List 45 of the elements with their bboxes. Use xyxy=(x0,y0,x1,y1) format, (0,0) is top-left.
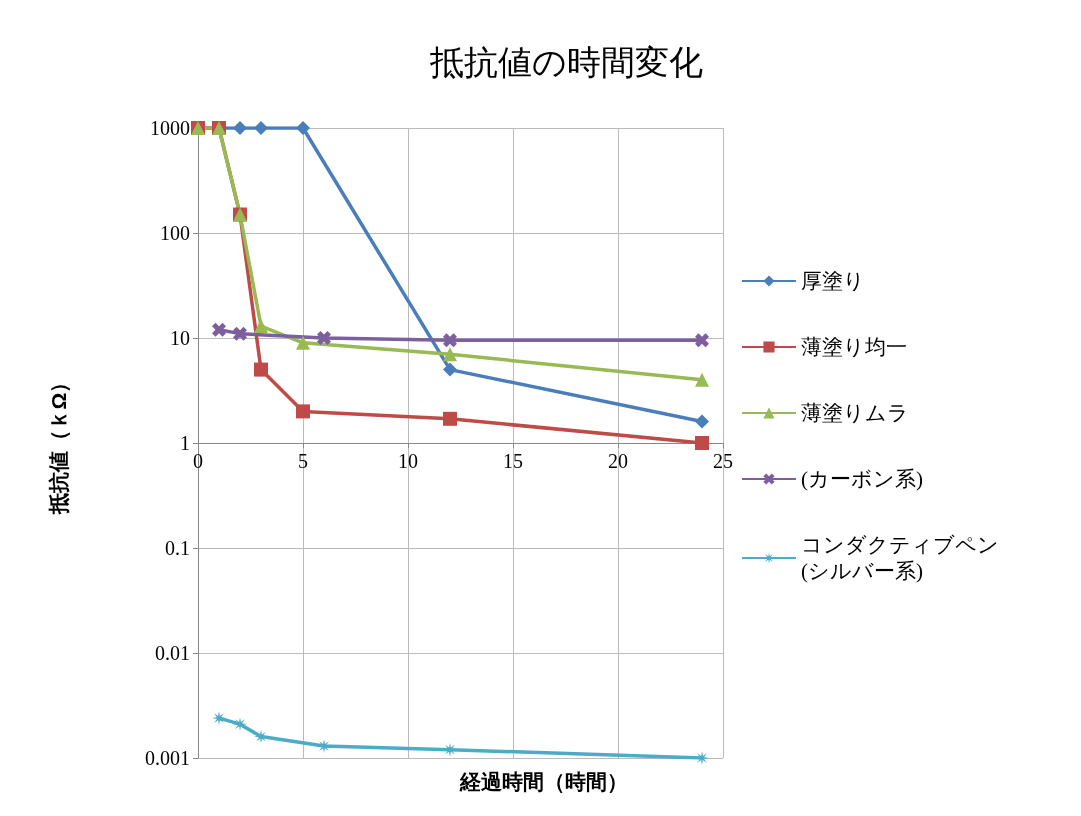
x-axis-title: 経過時間（時間） xyxy=(459,770,628,793)
point xyxy=(695,751,709,765)
point xyxy=(443,742,457,757)
point xyxy=(254,729,268,744)
point xyxy=(443,333,457,348)
point xyxy=(443,347,457,362)
point xyxy=(254,362,268,377)
y-tick-label: 1000 xyxy=(150,117,190,139)
point xyxy=(212,711,226,726)
y-tick-label: 0.001 xyxy=(145,747,190,769)
point xyxy=(254,121,268,135)
legend-label: (カーボン系) xyxy=(801,467,923,491)
x-tick-label: 0 xyxy=(193,450,203,472)
point xyxy=(233,121,247,135)
point xyxy=(443,411,457,426)
x-tick-label: 25 xyxy=(713,450,733,472)
point xyxy=(695,436,709,450)
y-tick-label: 0.1 xyxy=(165,537,190,559)
point xyxy=(212,322,226,337)
point xyxy=(233,326,247,341)
point xyxy=(296,404,310,419)
point xyxy=(296,335,310,350)
chart-title: 抵抗値の時間変化 xyxy=(428,43,703,81)
legend-label: コンダクティブペン (シルバー系) xyxy=(801,533,999,583)
point xyxy=(695,372,709,387)
y-axis-title: 抵抗値（ｋΩ） xyxy=(46,371,70,516)
point xyxy=(254,319,268,334)
point xyxy=(317,331,331,345)
x-tick-label: 15 xyxy=(503,450,523,472)
y-tick-label: 100 xyxy=(160,222,190,244)
x-tick-label: 5 xyxy=(298,450,308,472)
y-tick-label: 1 xyxy=(180,432,190,454)
point xyxy=(443,362,457,377)
x-tick-label: 10 xyxy=(398,450,418,472)
point xyxy=(296,121,310,135)
y-tick-label: 0.01 xyxy=(155,642,190,664)
legend-label: 薄塗り均一 xyxy=(801,335,907,359)
point xyxy=(233,717,247,732)
y-tick-label: 10 xyxy=(170,327,190,349)
point xyxy=(317,739,331,754)
point xyxy=(695,333,709,348)
point xyxy=(695,414,709,429)
legend-label: 薄塗りムラ xyxy=(801,401,909,425)
x-tick-label: 20 xyxy=(608,450,628,472)
legend-label: 厚塗り xyxy=(801,269,865,293)
